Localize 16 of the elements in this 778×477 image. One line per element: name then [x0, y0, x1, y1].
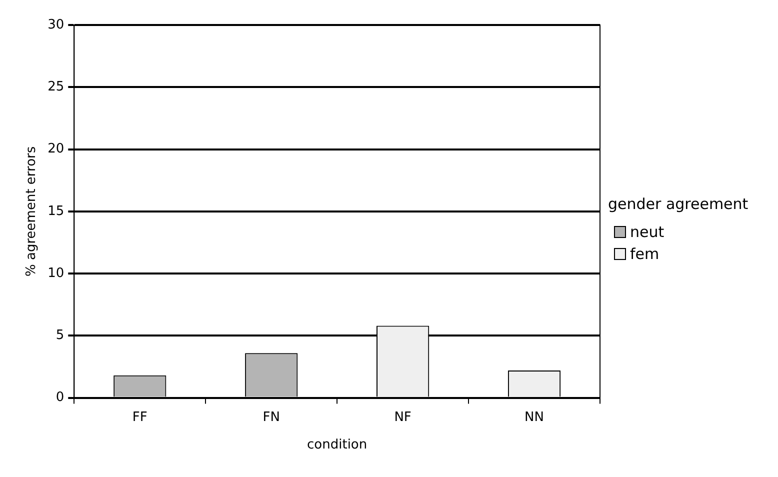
y-tick-label: 20: [48, 142, 64, 157]
y-axis-title: % agreement errors: [24, 146, 40, 276]
y-tick-label: 5: [56, 328, 64, 344]
x-axis-title: condition: [307, 438, 368, 453]
y-tick-label: 15: [48, 204, 64, 219]
y-tick-label: 10: [48, 266, 64, 281]
y-tick-label: 30: [48, 17, 64, 32]
legend-title: gender agreement: [608, 194, 748, 215]
text: fem: [630, 244, 660, 265]
x-tick-label: FF: [132, 410, 148, 425]
x-tick-label: FN: [262, 410, 280, 425]
x-tick-label: NN: [524, 410, 544, 425]
y-tick-label: 25: [48, 80, 64, 95]
x-tick-label: NF: [394, 410, 412, 425]
y-tick-label: 0: [56, 390, 64, 406]
legend-label: neut: [630, 222, 664, 243]
